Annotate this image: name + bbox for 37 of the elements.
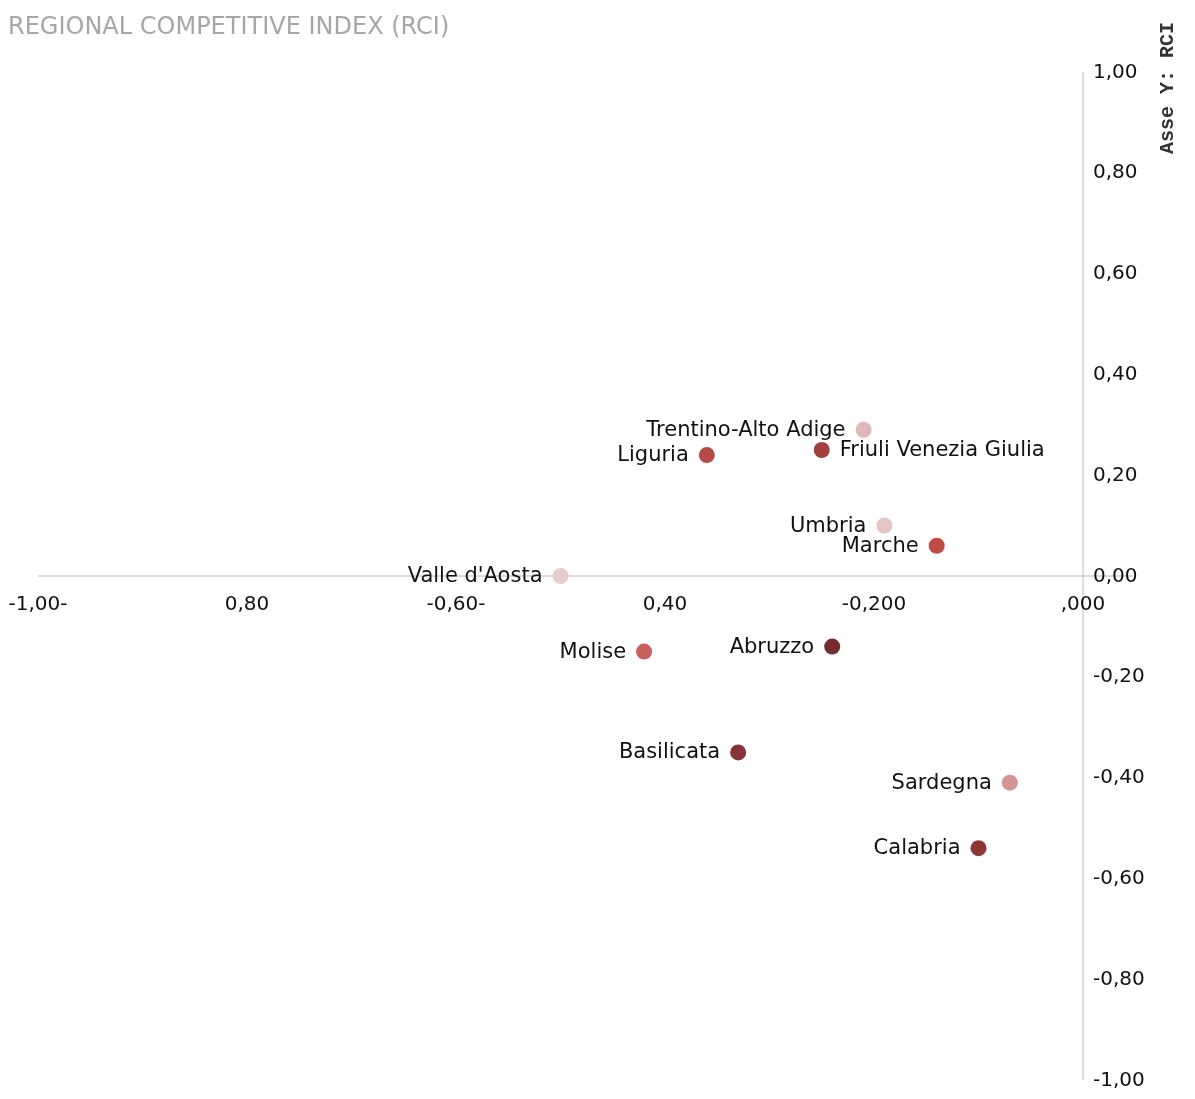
x-tick-label: 0,80 bbox=[224, 591, 270, 615]
y-tick-label: -0,40 bbox=[1093, 764, 1145, 789]
y-tick-label: 1,00 bbox=[1093, 58, 1138, 83]
chart-title: REGIONAL COMPETITIVE INDEX (RCI) bbox=[8, 12, 450, 40]
point bbox=[1001, 774, 1018, 791]
x-tick-label: -0,200 bbox=[841, 591, 907, 615]
y-tick-label: -0,80 bbox=[1093, 965, 1145, 990]
point bbox=[855, 421, 872, 438]
y-tick-label: -0,20 bbox=[1093, 663, 1145, 688]
x-tick-label: -0,60- bbox=[426, 591, 486, 615]
point bbox=[698, 447, 715, 464]
point bbox=[876, 517, 893, 534]
y-tick-label: 0,60 bbox=[1093, 260, 1138, 285]
point bbox=[636, 643, 653, 660]
series-label: Valle d'Aosta bbox=[407, 563, 543, 587]
point bbox=[552, 568, 569, 584]
series-label: Basilicata bbox=[618, 739, 721, 764]
y-tick-label: 0,20 bbox=[1093, 461, 1138, 486]
x-tick-label: 0,40 bbox=[642, 591, 688, 615]
series-label: Liguria bbox=[617, 442, 689, 467]
series-label: Calabria bbox=[873, 835, 961, 860]
y-tick-label: 0,80 bbox=[1093, 159, 1138, 184]
series-label: Sardegna bbox=[891, 769, 992, 794]
point bbox=[813, 442, 830, 458]
point bbox=[824, 638, 841, 655]
point bbox=[730, 744, 747, 761]
point bbox=[928, 537, 945, 554]
y-tick-label: 0,00 bbox=[1093, 562, 1138, 587]
series-label: Molise bbox=[559, 638, 627, 663]
y-tick-label: 0,40 bbox=[1093, 360, 1138, 385]
x-tick-label: -1,00- bbox=[8, 591, 68, 615]
y-tick-label: -1,00 bbox=[1093, 1066, 1145, 1091]
point bbox=[970, 840, 987, 857]
x-tick-label: ,000 bbox=[1060, 591, 1106, 615]
series-label: Abruzzo bbox=[729, 633, 815, 658]
y-axis-title: Asse Y: RCI bbox=[1156, 22, 1179, 155]
y-tick-label: -0,60 bbox=[1093, 864, 1145, 889]
